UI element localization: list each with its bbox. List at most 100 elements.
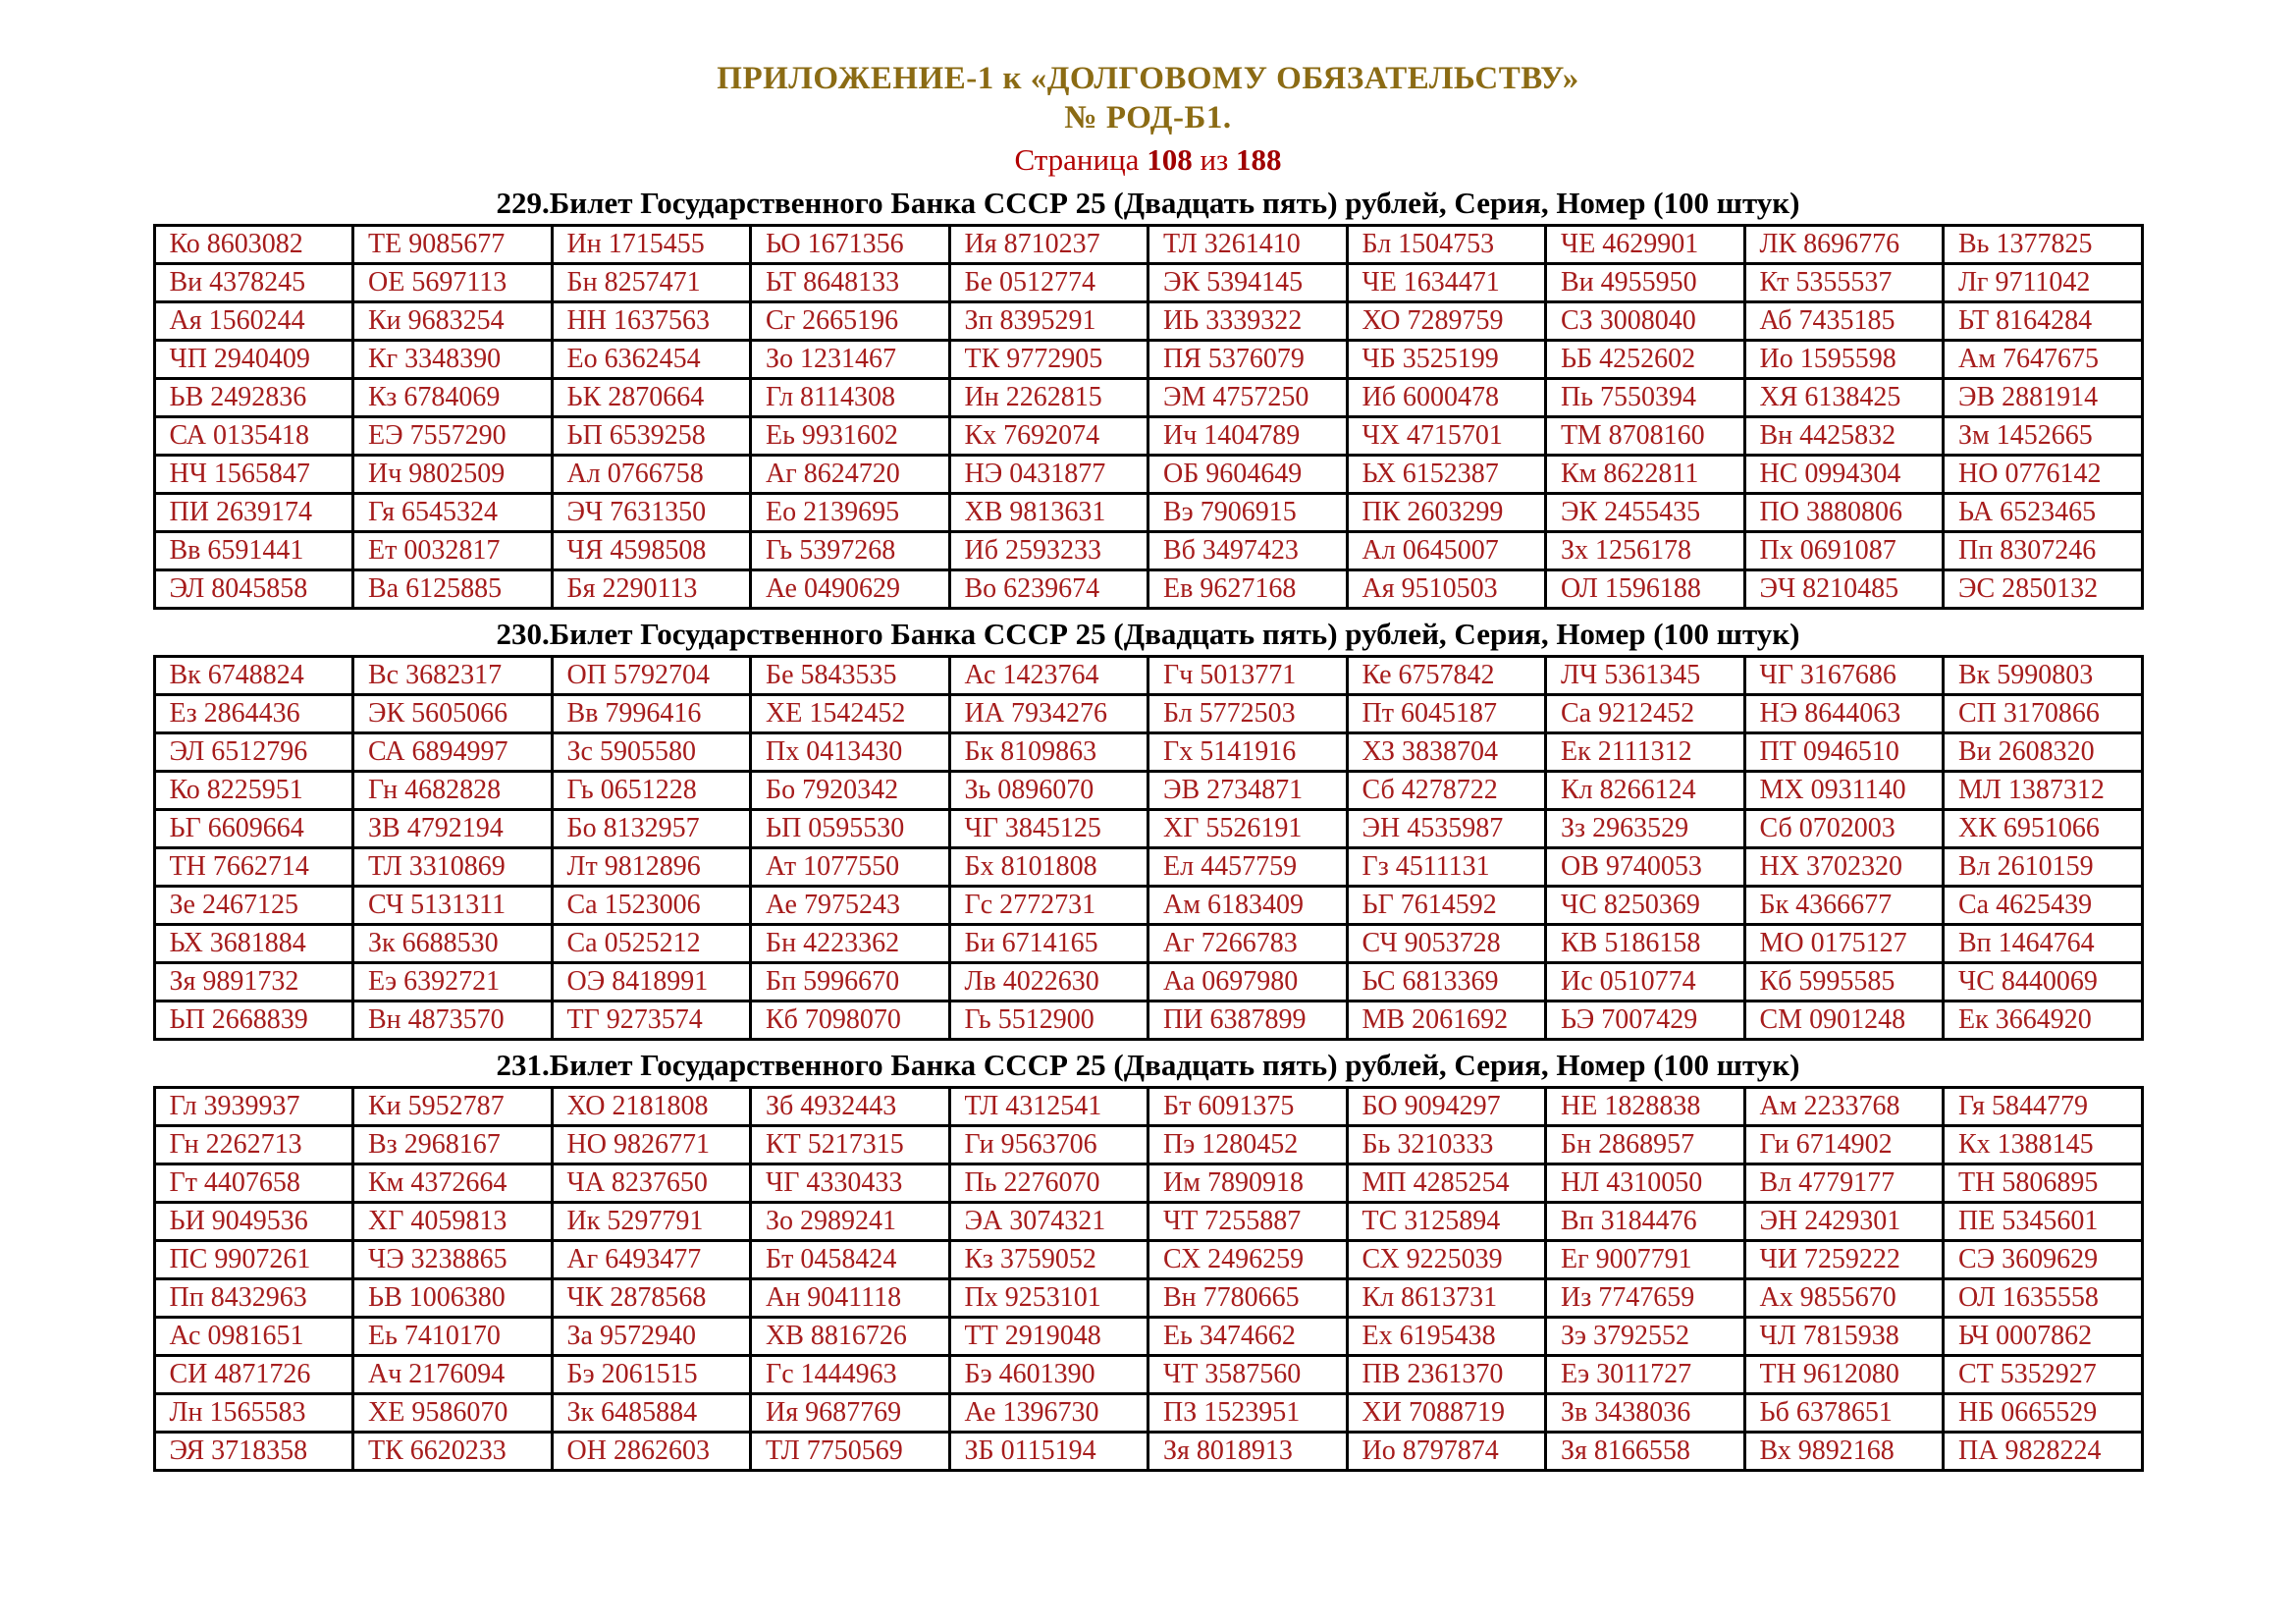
- serial-cell: ПТ 0946510: [1742, 731, 1945, 773]
- serial-cell: Ал 0766758: [550, 454, 752, 495]
- serial-cell: Ая 1560244: [152, 300, 354, 342]
- serial-cell: НЧ 1565847: [152, 454, 354, 495]
- serial-cell: ЧБ 3525199: [1345, 339, 1547, 380]
- serial-cell: Аг 7266783: [1147, 923, 1349, 964]
- page-current: 108: [1147, 142, 1193, 177]
- serial-cell: ЬЧ 0007862: [1942, 1316, 2144, 1357]
- serial-cell: ИЬ 3339322: [1147, 300, 1349, 342]
- table-heading: 229.Билет Государственного Банка СССР 25…: [496, 186, 1800, 220]
- table-row: Зе 2467125 СЧ 5131311 Са 1523006 Ае 7975243…: [152, 885, 2144, 926]
- appendix-title-line1: ПРИЛОЖЕНИЕ-1 к «ДОЛГОВОМУ ОБЯЗАТЕЛЬСТВУ»: [717, 61, 1579, 96]
- page-total: 188: [1236, 142, 1282, 177]
- serial-cell: ЬО 1671356: [749, 224, 951, 265]
- serial-cell: Бэ 2061515: [550, 1354, 752, 1395]
- serial-cell: ЭК 2455435: [1544, 492, 1746, 533]
- serial-cell: ТН 7662714: [152, 846, 354, 888]
- serial-cell: Ви 2608320: [1942, 731, 2144, 773]
- serial-cell: Бь 3210333: [1345, 1124, 1547, 1165]
- serial-cell: Кл 8266124: [1544, 770, 1746, 811]
- serial-cell: СЧ 9053728: [1345, 923, 1547, 964]
- serial-cell: Еь 3474662: [1147, 1316, 1349, 1357]
- serial-cell: Гн 2262713: [152, 1124, 354, 1165]
- table-row: ПС 9907261 ЧЭ 3238865 Аг 6493477 Бт 0458424…: [152, 1239, 2144, 1280]
- serial-cell: ЧК 2878568: [550, 1277, 752, 1319]
- serial-cell: СМ 0901248: [1742, 1000, 1945, 1041]
- serial-cell: ЛЧ 5361345: [1544, 655, 1746, 696]
- serial-cell: Ам 2233768: [1742, 1086, 1945, 1127]
- serial-cell: Пп 8432963: [152, 1277, 354, 1319]
- serial-cell: Би 6714165: [947, 923, 1149, 964]
- serial-cell: ЭВ 2881914: [1942, 377, 2144, 418]
- serial-cell: ЧТ 3587560: [1147, 1354, 1349, 1395]
- serial-cell: ЬК 2870664: [550, 377, 752, 418]
- table-row: ПИ 2639174 Гя 6545324 ЭЧ 7631350 Ео 2139695…: [152, 492, 2144, 533]
- serial-cell: Бн 2868957: [1544, 1124, 1746, 1165]
- serial-cell: Ах 9855670: [1742, 1277, 1945, 1319]
- serial-cell: ЗБ 0115194: [947, 1431, 1149, 1472]
- serial-cell: Ин 1715455: [550, 224, 752, 265]
- serial-cell: Ач 2176094: [351, 1354, 554, 1395]
- serial-cell: ЭВ 2734871: [1147, 770, 1349, 811]
- serial-cell: ПА 9828224: [1942, 1431, 2144, 1472]
- serial-cell: ЬВ 1006380: [351, 1277, 554, 1319]
- serial-cell: ЬП 6539258: [550, 415, 752, 457]
- serial-cell: Ик 5297791: [550, 1201, 752, 1242]
- serial-cell: Ам 7647675: [1942, 339, 2144, 380]
- serial-cell: ЬХ 3681884: [152, 923, 354, 964]
- serial-cell: Бк 4366677: [1742, 885, 1945, 926]
- serial-cell: Вь 1377825: [1942, 224, 2144, 265]
- serial-cell: Лг 9711042: [1942, 262, 2144, 303]
- serial-cell: Кг 3348390: [351, 339, 554, 380]
- serial-cell: СА 0135418: [152, 415, 354, 457]
- serial-cell: ЧГ 3845125: [947, 808, 1149, 849]
- table-row: ЬП 2668839 Вн 4873570 ТГ 9273574 Кб 7098070…: [152, 1000, 2144, 1041]
- serial-cell: Бт 6091375: [1147, 1086, 1349, 1127]
- serial-cell: КВ 5186158: [1544, 923, 1746, 964]
- serial-cell: Во 6239674: [947, 568, 1149, 610]
- serial-cell: За 9572940: [550, 1316, 752, 1357]
- appendix-title-line2: № РОД-Б1.: [1064, 100, 1232, 135]
- table-row: Вв 6591441 Ет 0032817 ЧЯ 4598508 Гь 5397268…: [152, 530, 2144, 571]
- serial-cell: Гн 4682828: [351, 770, 554, 811]
- table-row: Ви 4378245 ОЕ 5697113 Бн 8257471 ЬТ 8648133…: [152, 262, 2144, 303]
- serial-cell: Бл 5772503: [1147, 693, 1349, 734]
- serial-cell: ЗВ 4792194: [351, 808, 554, 849]
- serial-cell: Зь 0896070: [947, 770, 1149, 811]
- serial-cell: Кл 8613731: [1345, 1277, 1547, 1319]
- serial-cell: ЧЕ 4629901: [1544, 224, 1746, 265]
- serial-cell: Зк 6688530: [351, 923, 554, 964]
- serial-cell: ЭЯ 3718358: [152, 1431, 354, 1472]
- serial-cell: ОВ 9740053: [1544, 846, 1746, 888]
- document-page: ПРИЛОЖЕНИЕ-1 к «ДОЛГОВОМУ ОБЯЗАТЕЛЬСТВУ»…: [152, 61, 2144, 1472]
- serial-cell: Вн 4873570: [351, 1000, 554, 1041]
- serial-cell: СИ 4871726: [152, 1354, 354, 1395]
- serial-cell: Бо 7920342: [749, 770, 951, 811]
- serial-cell: БО 9094297: [1345, 1086, 1547, 1127]
- table-row: Ко 8225951 Гн 4682828 Гь 0651228 Бо 7920342…: [152, 770, 2144, 811]
- serial-cell: ТЕ 9085677: [351, 224, 554, 265]
- serial-cell: ЬЭ 7007429: [1544, 1000, 1746, 1041]
- serial-cell: ЬХ 6152387: [1345, 454, 1547, 495]
- serial-cell: Ео 2139695: [749, 492, 951, 533]
- serial-cell: Ае 0490629: [749, 568, 951, 610]
- serial-cell: ЧТ 7255887: [1147, 1201, 1349, 1242]
- serial-cell: ЭК 5394145: [1147, 262, 1349, 303]
- table-row: ЭЛ 8045858 Ва 6125885 Бя 2290113 Ае 0490629…: [152, 568, 2144, 610]
- serial-cell: ТН 9612080: [1742, 1354, 1945, 1395]
- serial-cell: Бн 4223362: [749, 923, 951, 964]
- serial-cell: Ви 4955950: [1544, 262, 1746, 303]
- table-row: СА 0135418 ЕЭ 7557290 ЬП 6539258 Еь 9931602…: [152, 415, 2144, 457]
- serial-cell: Ио 8797874: [1345, 1431, 1547, 1472]
- serial-cell: Зя 8018913: [1147, 1431, 1349, 1472]
- serial-cell: Вп 1464764: [1942, 923, 2144, 964]
- serial-cell: Сб 0702003: [1742, 808, 1945, 849]
- serial-cell: Лв 4022630: [947, 961, 1149, 1002]
- serial-cell: Ги 6714902: [1742, 1124, 1945, 1165]
- serial-cell: ТН 5806895: [1942, 1163, 2144, 1204]
- serial-cell: Зя 9891732: [152, 961, 354, 1002]
- serial-table: Вк 6748824 Вс 3682317 ОП 5792704 Бе 5843535…: [152, 655, 2144, 1041]
- serial-cell: МП 4285254: [1345, 1163, 1547, 1204]
- table-row: Ез 2864436 ЭК 5605066 Вв 7996416 ХЕ 1542452…: [152, 693, 2144, 734]
- serial-cell: МО 0175127: [1742, 923, 1945, 964]
- serial-cell: Вв 7996416: [550, 693, 752, 734]
